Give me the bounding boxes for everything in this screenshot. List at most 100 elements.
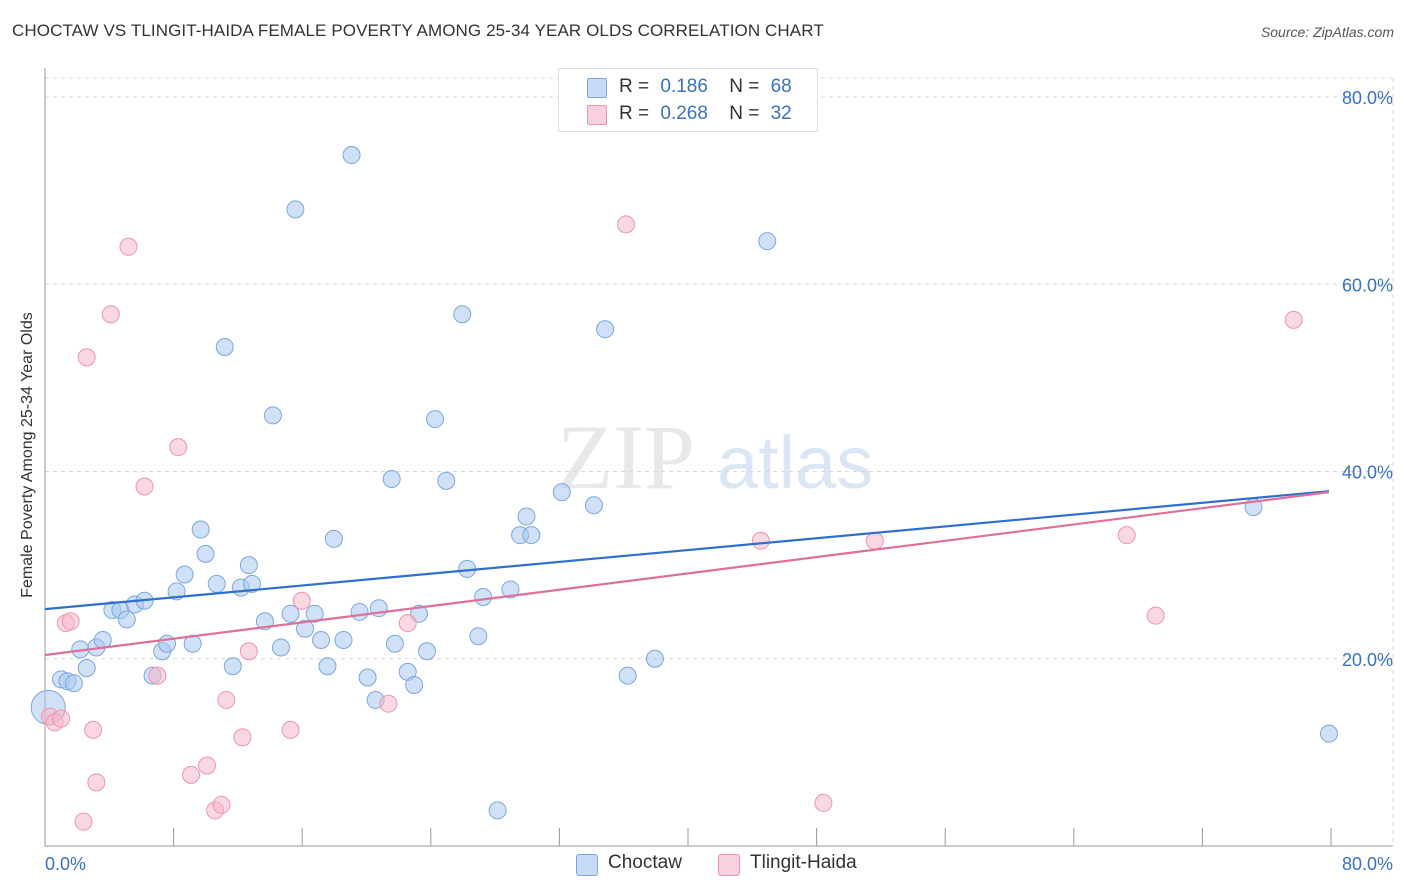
y-tick-label: 20.0%	[1342, 650, 1393, 670]
data-point	[437, 471, 456, 490]
data-point	[385, 634, 404, 653]
series-points-choctaw	[30, 146, 1338, 820]
data-point	[382, 469, 401, 488]
data-point	[453, 305, 472, 324]
data-point	[398, 614, 417, 633]
x-tick-label: 80.0%	[1342, 854, 1393, 874]
data-point	[584, 496, 603, 515]
x-tick-label: 0.0%	[45, 854, 86, 874]
data-point	[469, 627, 488, 646]
data-point	[517, 507, 536, 526]
data-point	[243, 574, 262, 593]
legend-r-label: R =	[619, 103, 650, 124]
y-axis-label-wrap: Female Poverty Among 25-34 Year Olds	[0, 0, 56, 892]
data-point	[488, 801, 507, 820]
data-point	[263, 406, 282, 425]
data-point	[175, 565, 194, 584]
data-point	[215, 337, 234, 356]
data-point	[101, 305, 120, 324]
data-point	[312, 631, 331, 650]
legend-n-label: N =	[729, 103, 760, 124]
data-point	[223, 657, 242, 676]
data-point	[212, 795, 231, 814]
data-point	[596, 320, 615, 339]
data-point	[1284, 310, 1303, 329]
data-point	[426, 410, 445, 429]
legend-swatch-choctaw	[587, 78, 607, 98]
data-point	[281, 720, 300, 739]
data-point	[198, 756, 217, 775]
data-point	[318, 657, 337, 676]
data-point	[74, 812, 93, 831]
data-point	[379, 694, 398, 713]
series-swatch-tlingit-haida	[718, 854, 740, 876]
watermark: ZIP atlas	[557, 406, 873, 508]
source-credit: Source: ZipAtlas.com	[1260, 24, 1394, 40]
data-point	[1320, 724, 1338, 743]
chart-title: CHOCTAW VS TLINGIT-HAIDA FEMALE POVERTY …	[12, 21, 824, 40]
data-point	[77, 348, 96, 367]
data-point	[296, 619, 315, 638]
series-label-choctaw: Choctaw	[608, 852, 682, 873]
data-point	[552, 483, 571, 502]
data-point	[751, 531, 770, 550]
y-tick-label: 80.0%	[1342, 88, 1393, 108]
y-tick-label: 60.0%	[1342, 275, 1393, 295]
legend-swatch-tlingit-haida	[587, 105, 607, 125]
data-point	[182, 765, 201, 784]
data-point	[61, 612, 80, 631]
legend-r-value: 0.268	[660, 103, 708, 124]
correlation-legend: R = 0.186 N = 68 R = 0.268 N = 32	[558, 68, 818, 132]
series-swatch-choctaw	[576, 854, 598, 876]
data-point	[645, 649, 664, 668]
data-point	[239, 642, 258, 661]
y-tick-label: 40.0%	[1342, 463, 1393, 483]
data-point	[1146, 606, 1165, 625]
data-point	[239, 556, 258, 575]
legend-n-value: 32	[770, 103, 792, 124]
series-label-tlingit-haida: Tlingit-Haida	[750, 852, 857, 873]
data-point	[64, 674, 83, 693]
data-point	[207, 574, 226, 593]
data-point	[191, 520, 210, 539]
trend-line-choctaw	[44, 490, 1330, 611]
data-point	[617, 215, 636, 234]
data-point	[814, 793, 833, 812]
watermark-zip: ZIP	[557, 406, 695, 508]
data-point	[233, 728, 252, 747]
y-axis-label: Female Poverty Among 25-34 Year Olds	[19, 312, 36, 598]
data-point	[342, 146, 361, 165]
data-point	[758, 232, 777, 251]
data-point	[117, 610, 136, 629]
data-points	[30, 146, 1338, 831]
data-point	[350, 602, 369, 621]
data-point	[87, 773, 106, 792]
data-point	[501, 580, 520, 599]
series-points-tlingit-haida	[40, 215, 1303, 831]
data-point	[358, 668, 377, 687]
data-point	[271, 638, 290, 657]
data-point	[84, 720, 103, 739]
data-point	[474, 587, 493, 606]
data-point	[119, 237, 138, 256]
data-point	[286, 200, 305, 219]
data-point	[324, 529, 343, 548]
data-point	[417, 642, 436, 661]
legend-r-value: 0.186	[660, 76, 708, 97]
data-point	[305, 604, 324, 623]
data-point	[618, 666, 637, 685]
data-point	[169, 438, 188, 457]
watermark-atlas: atlas	[717, 421, 873, 504]
data-point	[405, 675, 424, 694]
legend-n-label: N =	[729, 76, 760, 97]
data-point	[522, 526, 541, 545]
data-point	[281, 604, 300, 623]
tick-labels: 20.0% 40.0% 60.0% 80.0% 0.0% 80.0%	[45, 88, 1393, 874]
data-point	[334, 631, 353, 650]
legend-n-value: 68	[770, 76, 792, 97]
data-point	[292, 591, 311, 610]
data-point	[148, 666, 167, 685]
data-point	[217, 690, 236, 709]
trend-line-tlingit-haida	[44, 491, 1330, 657]
